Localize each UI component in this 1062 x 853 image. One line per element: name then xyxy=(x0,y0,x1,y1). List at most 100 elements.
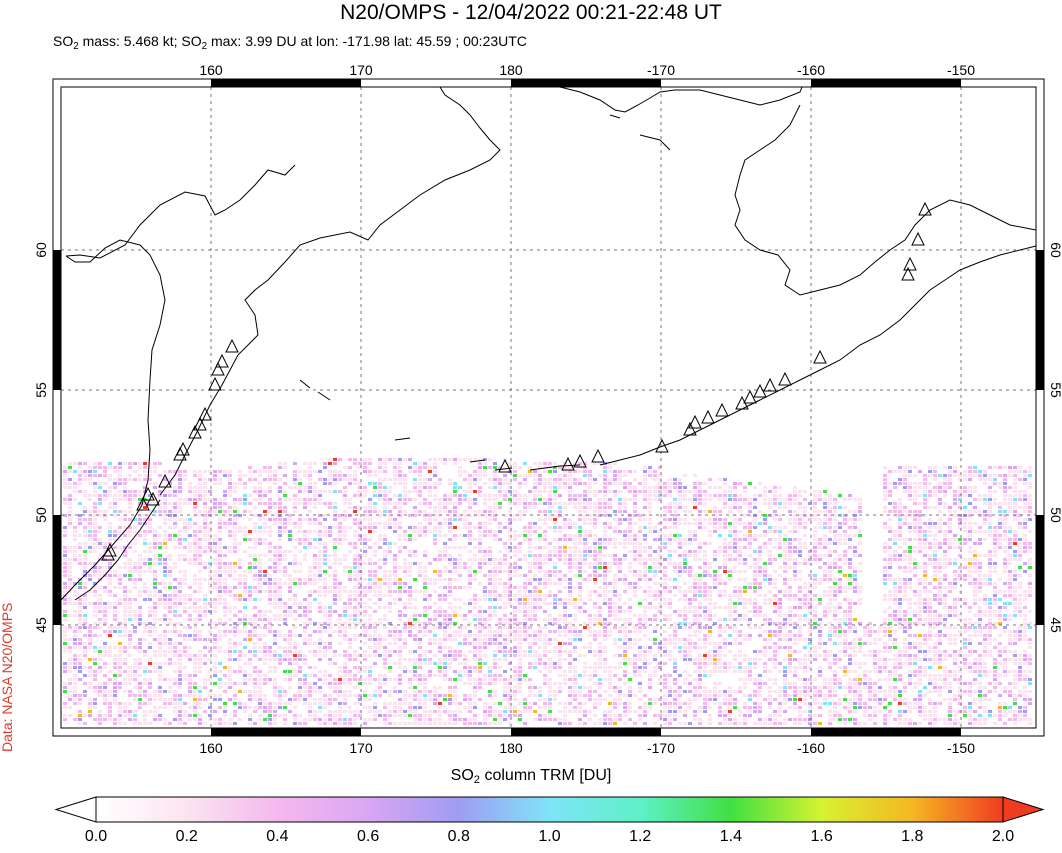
so2-pixel xyxy=(163,534,167,537)
so2-pixel xyxy=(968,566,972,569)
so2-pixel xyxy=(828,622,832,625)
so2-pixel xyxy=(703,526,707,529)
so2-pixel xyxy=(733,606,737,609)
so2-pixel xyxy=(393,570,397,573)
so2-pixel xyxy=(748,602,752,605)
so2-pixel xyxy=(988,606,992,609)
so2-pixel xyxy=(708,614,712,617)
so2-pixel xyxy=(678,614,682,617)
so2-pixel xyxy=(503,594,507,597)
so2-pixel xyxy=(518,546,522,549)
so2-pixel xyxy=(653,606,657,609)
so2-pixel xyxy=(458,486,462,489)
so2-pixel xyxy=(293,578,297,581)
so2-pixel xyxy=(858,562,862,565)
so2-pixel xyxy=(1003,498,1007,501)
so2-pixel xyxy=(318,602,322,605)
so2-pixel xyxy=(273,506,277,509)
so2-pixel xyxy=(118,586,122,589)
so2-pixel xyxy=(548,542,552,545)
so2-pixel xyxy=(118,510,122,513)
so2-pixel xyxy=(753,538,757,541)
so2-pixel xyxy=(203,546,207,549)
so2-pixel xyxy=(488,466,492,469)
so2-pixel xyxy=(558,474,562,477)
so2-pixel xyxy=(393,470,397,473)
so2-pixel xyxy=(933,586,937,589)
so2-pixel xyxy=(108,534,112,537)
so2-pixel xyxy=(153,574,157,577)
so2-pixel xyxy=(638,562,642,565)
so2-pixel xyxy=(518,594,522,597)
so2-pixel xyxy=(253,498,257,501)
so2-pixel xyxy=(963,526,967,529)
so2-pixel xyxy=(123,574,127,577)
so2-pixel xyxy=(638,570,642,573)
so2-pixel xyxy=(393,506,397,509)
so2-pixel xyxy=(728,486,732,489)
so2-pixel xyxy=(513,562,517,565)
so2-pixel xyxy=(588,594,592,597)
so2-pixel xyxy=(593,502,597,505)
so2-pixel xyxy=(103,482,107,485)
so2-pixel xyxy=(418,526,422,529)
so2-pixel xyxy=(148,530,152,533)
so2-pixel xyxy=(273,482,277,485)
so2-pixel xyxy=(338,522,342,525)
so2-pixel xyxy=(728,542,732,545)
so2-pixel xyxy=(173,510,177,513)
so2-pixel xyxy=(828,590,832,593)
so2-pixel xyxy=(108,478,112,481)
so2-pixel xyxy=(338,558,342,561)
so2-pixel xyxy=(523,614,527,617)
so2-pixel xyxy=(888,530,892,533)
so2-pixel xyxy=(733,602,737,605)
so2-pixel xyxy=(603,574,607,577)
so2-pixel xyxy=(758,570,762,573)
so2-pixel xyxy=(738,554,742,557)
so2-pixel xyxy=(163,582,167,585)
so2-pixel xyxy=(1023,614,1027,617)
so2-pixel xyxy=(123,618,127,621)
so2-pixel xyxy=(748,566,752,569)
so2-pixel xyxy=(833,510,837,513)
so2-pixel xyxy=(438,574,442,577)
so2-pixel xyxy=(668,590,672,593)
so2-pixel xyxy=(943,542,947,545)
so2-pixel xyxy=(203,522,207,525)
so2-pixel xyxy=(63,590,67,593)
so2-pixel xyxy=(718,518,722,521)
so2-pixel xyxy=(353,614,357,617)
so2-pixel xyxy=(608,526,612,529)
so2-pixel xyxy=(453,570,457,573)
so2-pixel xyxy=(573,542,577,545)
so2-pixel xyxy=(128,546,132,549)
so2-pixel xyxy=(923,566,927,569)
so2-pixel xyxy=(238,622,242,625)
so2-pixel xyxy=(203,530,207,533)
so2-pixel xyxy=(143,474,147,477)
so2-pixel xyxy=(218,498,222,501)
so2-pixel xyxy=(503,554,507,557)
so2-pixel xyxy=(268,602,272,605)
so2-pixel xyxy=(713,550,717,553)
so2-pixel xyxy=(1028,574,1032,577)
so2-pixel xyxy=(378,478,382,481)
so2-pixel xyxy=(473,510,477,513)
so2-pixel xyxy=(528,562,532,565)
so2-pixel xyxy=(1018,542,1022,545)
so2-pixel xyxy=(928,622,932,625)
so2-pixel xyxy=(698,546,702,549)
so2-pixel xyxy=(243,538,247,541)
so2-pixel xyxy=(953,558,957,561)
so2-pixel xyxy=(638,514,642,517)
so2-pixel xyxy=(458,474,462,477)
so2-pixel xyxy=(968,574,972,577)
so2-pixel xyxy=(238,582,242,585)
so2-pixel xyxy=(508,462,512,465)
so2-pixel xyxy=(333,482,337,485)
so2-pixel xyxy=(698,486,702,489)
so2-pixel xyxy=(283,566,287,569)
so2-pixel xyxy=(288,538,292,541)
so2-pixel xyxy=(798,614,802,617)
